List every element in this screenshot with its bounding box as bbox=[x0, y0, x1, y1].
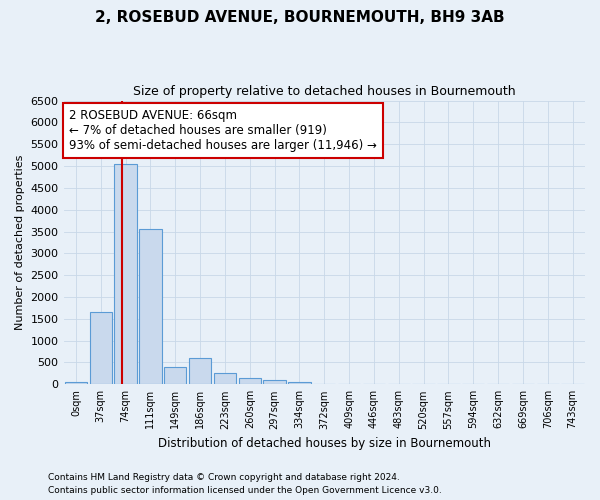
Bar bbox=[65, 382, 87, 384]
Bar bbox=[139, 230, 161, 384]
Bar bbox=[263, 380, 286, 384]
Bar bbox=[239, 378, 261, 384]
Text: 2 ROSEBUD AVENUE: 66sqm
← 7% of detached houses are smaller (919)
93% of semi-de: 2 ROSEBUD AVENUE: 66sqm ← 7% of detached… bbox=[69, 109, 377, 152]
Bar bbox=[164, 367, 187, 384]
Text: Contains HM Land Registry data © Crown copyright and database right 2024.
Contai: Contains HM Land Registry data © Crown c… bbox=[48, 474, 442, 495]
Bar bbox=[214, 373, 236, 384]
X-axis label: Distribution of detached houses by size in Bournemouth: Distribution of detached houses by size … bbox=[158, 437, 491, 450]
Bar bbox=[89, 312, 112, 384]
Bar bbox=[115, 164, 137, 384]
Title: Size of property relative to detached houses in Bournemouth: Size of property relative to detached ho… bbox=[133, 85, 515, 98]
Text: 2, ROSEBUD AVENUE, BOURNEMOUTH, BH9 3AB: 2, ROSEBUD AVENUE, BOURNEMOUTH, BH9 3AB bbox=[95, 10, 505, 25]
Bar bbox=[189, 358, 211, 384]
Bar bbox=[288, 382, 311, 384]
Y-axis label: Number of detached properties: Number of detached properties bbox=[15, 154, 25, 330]
